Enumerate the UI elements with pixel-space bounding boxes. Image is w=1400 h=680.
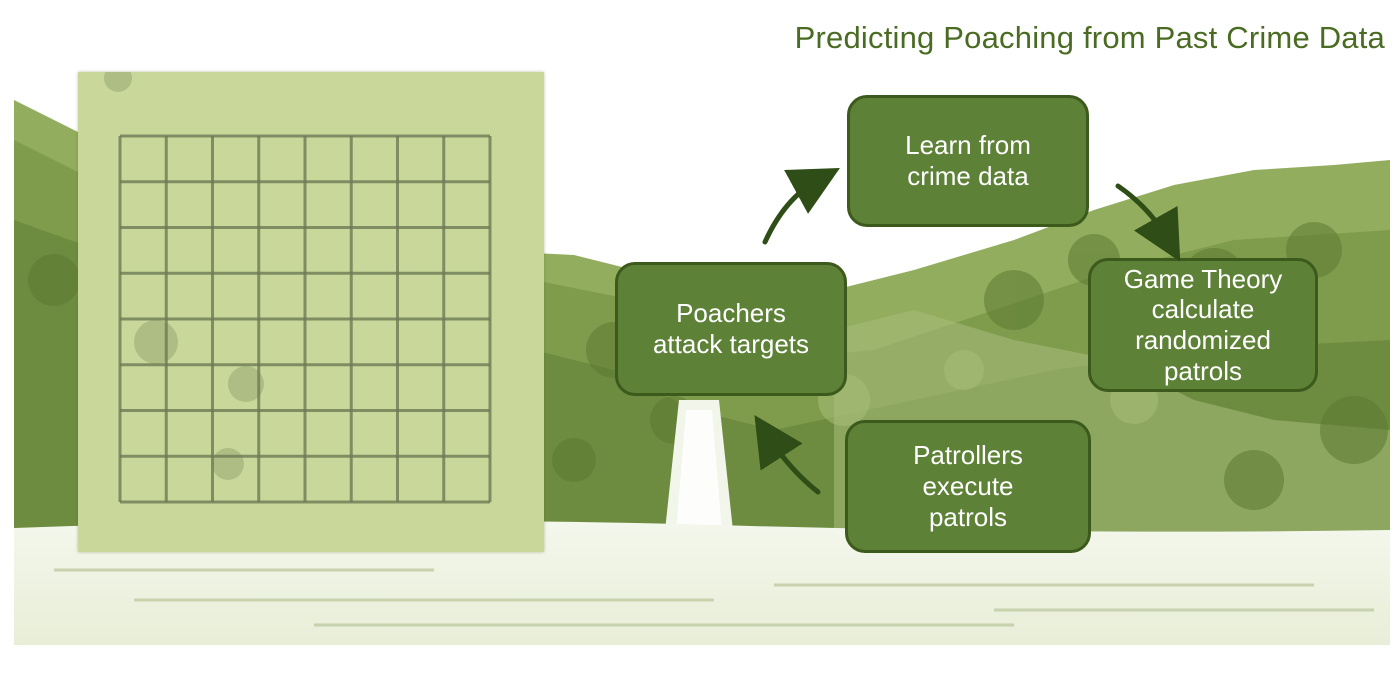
game-theory-label: Game Theory calculate randomized patrols	[1123, 263, 1283, 386]
patrollers-box: Patrollers execute patrols	[845, 420, 1091, 553]
grid-lines	[104, 72, 492, 504]
map-smudge	[134, 320, 178, 364]
patrollers-label: Patrollers execute patrols	[913, 440, 1023, 532]
map-smudge	[104, 72, 132, 92]
learn-from-crime-data-box: Learn from crime data	[847, 95, 1089, 227]
learn-label: Learn from crime data	[905, 130, 1031, 191]
map-smudge	[228, 366, 264, 402]
game-theory-box: Game Theory calculate randomized patrols	[1088, 258, 1318, 392]
patrol-grid-map	[78, 72, 544, 552]
poachers-label: Poachers attack targets	[652, 298, 810, 359]
poachers-box: Poachers attack targets	[615, 262, 847, 396]
map-smudge	[212, 448, 244, 480]
diagram-title: Predicting Poaching from Past Crime Data	[794, 20, 1385, 55]
